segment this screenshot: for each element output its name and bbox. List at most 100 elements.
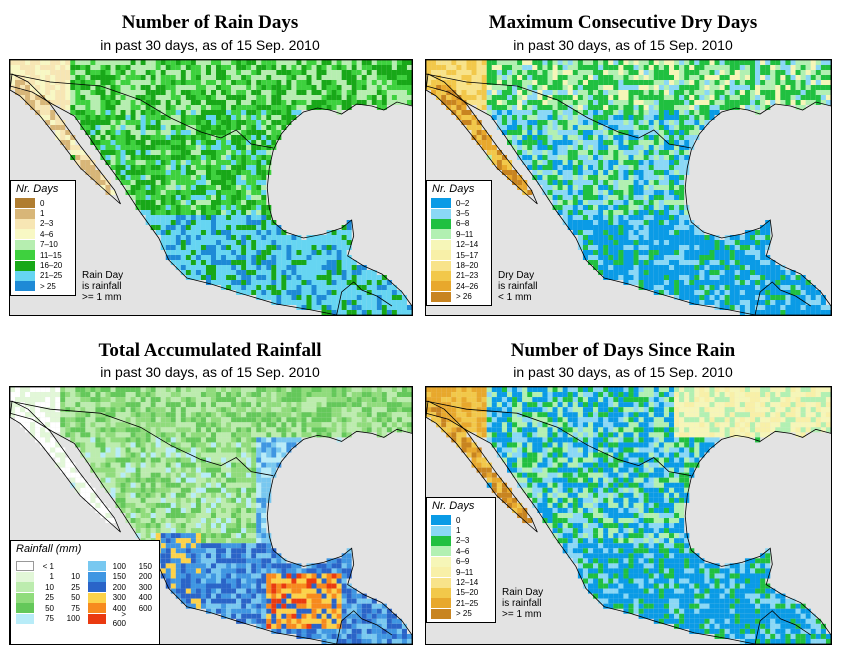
- legend-swatch: [431, 250, 451, 261]
- legend-item: 150 200: [83, 571, 153, 583]
- legend-swatch: [431, 198, 451, 209]
- dry-days-map: Nr. Days 0–2 3–5 6–8 9–11 12–14 15–17 18–20 21–2…: [425, 59, 832, 316]
- legend-label: 0–2: [456, 198, 470, 208]
- legend-label: > 25: [456, 609, 472, 619]
- legend-range-low: 75: [45, 614, 54, 624]
- legend-swatch: [431, 608, 451, 619]
- guatemala-border: [754, 281, 811, 315]
- coastline: [426, 387, 831, 644]
- legend-item: 10 25: [11, 582, 81, 593]
- legend-swatch: [16, 603, 34, 614]
- legend-swatch: [431, 587, 451, 598]
- legend-item: 1: [11, 208, 75, 219]
- legend-swatch: [15, 208, 35, 219]
- legend-range-low: < 1: [42, 561, 54, 571]
- legend-item: 0: [427, 515, 495, 526]
- legend-swatch: [15, 250, 35, 261]
- legend-range-low: 300: [112, 593, 126, 603]
- legend-label: 0: [456, 515, 461, 525]
- legend-swatch: [431, 229, 451, 240]
- legend-swatch: [431, 556, 451, 567]
- legend-swatch: [431, 515, 451, 526]
- legend-swatch: [431, 291, 451, 302]
- legend-item: 9–11: [427, 229, 491, 240]
- legend-swatch: [431, 260, 451, 271]
- legend-item: > 25: [427, 608, 495, 619]
- legend-label: 2–3: [456, 536, 470, 546]
- baja-coastline: [10, 400, 121, 533]
- since-rain-map: Nr. Days 0 1 2–3 4–6 6–9 9–11 12–14 15–20 21–25 > …: [425, 386, 832, 645]
- legend-label: 15–17: [456, 250, 479, 260]
- legend-swatch: [15, 229, 35, 240]
- legend-range-high: 75: [71, 603, 80, 613]
- legend-item: 2–3: [11, 218, 75, 229]
- legend-label: 12–14: [456, 578, 479, 588]
- legend-item: 200 300: [83, 582, 153, 593]
- legend-range-low: 400: [112, 603, 126, 613]
- legend-swatch: [15, 260, 35, 271]
- panel4-subtitle: in past 30 days, as of 15 Sep. 2010: [513, 364, 733, 380]
- guatemala-border: [336, 610, 393, 644]
- map-svg: [426, 60, 831, 315]
- legend-item: 6–8: [427, 218, 491, 229]
- legend-swatch: [88, 571, 106, 582]
- legend-item: 50 75: [11, 603, 81, 614]
- legend-range-low: 150: [112, 572, 126, 582]
- legend-swatch: [431, 577, 451, 588]
- legend-range-high: 400: [138, 593, 152, 603]
- legend-item: 300 400: [83, 592, 153, 604]
- legend: Nr. Days 0 1 2–3 4–6 6–9 9–11 12–14 15–20 21–25 > …: [426, 497, 496, 623]
- legend-swatch: [16, 561, 34, 572]
- legend-item: 15–17: [427, 250, 491, 261]
- map-svg: [10, 387, 412, 644]
- legend-swatch: [431, 208, 451, 219]
- rain-days-map: Nr. Days 0 1 2–3 4–6 7–10 11–15 16–20 21–25 > 25 R…: [9, 59, 413, 316]
- legend-swatch: [15, 239, 35, 250]
- legend-range-low: 100: [112, 561, 126, 571]
- definition-note: Rain Day is rainfall >= 1 mm: [82, 270, 124, 303]
- legend-range-high: 200: [138, 572, 152, 582]
- legend-item: 18–20: [427, 260, 491, 271]
- definition-note: Dry Day is rainfall < 1 mm: [498, 270, 538, 303]
- legend-item: 15–20: [427, 587, 495, 598]
- legend-item: 0: [11, 198, 75, 209]
- legend-label: 2–3: [40, 219, 54, 229]
- panel3-title: Total Accumulated Rainfall: [98, 340, 322, 361]
- legend-label: 7–10: [40, 240, 58, 250]
- legend-range-high: 25: [71, 582, 80, 592]
- legend-item: 100 150: [83, 561, 153, 572]
- legend-title: Nr. Days: [432, 500, 475, 512]
- us-mexico-border: [10, 73, 274, 149]
- baja-coastline: [426, 73, 538, 205]
- grid-cells: [10, 60, 412, 315]
- panel2-title: Maximum Consecutive Dry Days: [488, 12, 758, 33]
- legend-range-high: 600: [138, 603, 152, 613]
- legend-label: 24–26: [456, 281, 479, 291]
- legend-item: 1 10: [11, 571, 81, 583]
- legend-item: 16–20: [11, 260, 75, 271]
- legend-label: 15–20: [456, 588, 479, 598]
- legend-item: 0–2: [427, 198, 491, 209]
- map-svg: [10, 60, 412, 315]
- legend-item: 21–23: [427, 270, 491, 281]
- legend-item: 4–6: [427, 546, 495, 557]
- legend-swatch: [431, 270, 451, 281]
- definition-note: Rain Day is rainfall >= 1 mm: [502, 587, 544, 620]
- legend-label: > 25: [40, 281, 56, 291]
- legend-swatch: [88, 561, 106, 572]
- legend-range-high: 100: [66, 614, 80, 624]
- legend-item: > 26: [427, 291, 491, 302]
- legend-item: 2–3: [427, 535, 495, 546]
- legend-swatch: [15, 218, 35, 229]
- legend-range-low: 50: [45, 603, 54, 613]
- legend-item: 1: [427, 525, 495, 536]
- legend-title: Nr. Days: [432, 183, 475, 195]
- grid-cells: [426, 387, 831, 644]
- legend-label: 4–6: [40, 229, 54, 239]
- legend-range-low: > 600: [112, 609, 126, 628]
- panel4-title: Number of Days Since Rain: [510, 340, 736, 361]
- us-mexico-border: [426, 73, 692, 149]
- legend-item: 75 100: [11, 613, 81, 625]
- us-mexico-border: [426, 400, 692, 477]
- legend-swatch: [88, 592, 106, 603]
